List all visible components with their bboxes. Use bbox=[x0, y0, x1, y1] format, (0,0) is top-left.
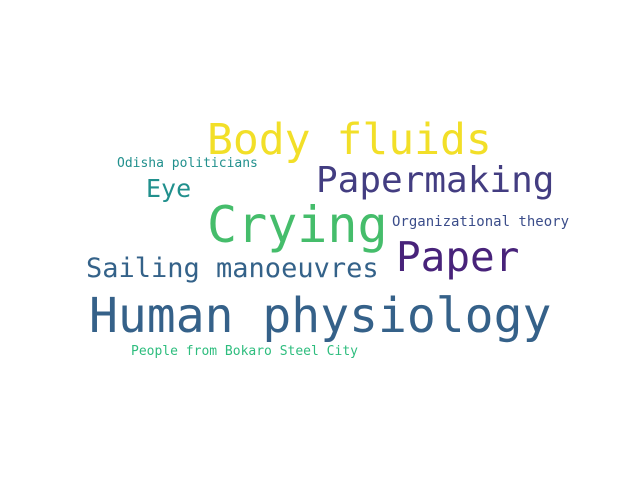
word-organizational-theory: Organizational theory bbox=[392, 214, 570, 230]
word-people-from-bokaro-steel-city: People from Bokaro Steel City bbox=[131, 344, 358, 359]
word-sailing-manoeuvres: Sailing manoeuvres bbox=[86, 253, 379, 284]
word-papermaking: Papermaking bbox=[316, 160, 555, 201]
word-paper: Paper bbox=[396, 233, 520, 281]
word-human-physiology: Human physiology bbox=[89, 288, 552, 344]
word-body-fluids: Body fluids bbox=[207, 115, 492, 165]
word-crying: Crying bbox=[207, 196, 388, 254]
word-odisha-politicians: Odisha politicians bbox=[117, 156, 258, 171]
word-eye: Eye bbox=[146, 174, 192, 203]
